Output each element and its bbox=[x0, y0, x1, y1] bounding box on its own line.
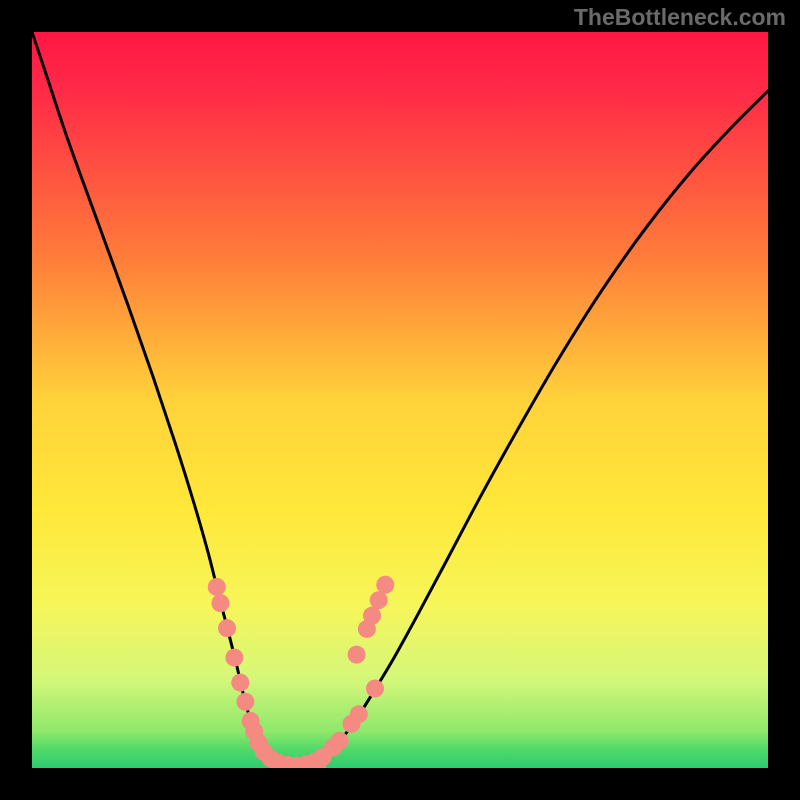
data-marker bbox=[331, 732, 349, 750]
chart-svg bbox=[32, 32, 768, 768]
data-marker bbox=[376, 576, 394, 594]
data-marker bbox=[208, 578, 226, 596]
data-marker bbox=[366, 680, 384, 698]
data-marker bbox=[211, 594, 229, 612]
data-marker bbox=[236, 693, 254, 711]
watermark-text: TheBottleneck.com bbox=[574, 4, 786, 31]
plot-area bbox=[32, 32, 768, 768]
outer-frame: TheBottleneck.com bbox=[0, 0, 800, 800]
data-marker bbox=[370, 591, 388, 609]
data-marker bbox=[231, 674, 249, 692]
data-marker bbox=[218, 619, 236, 637]
data-marker bbox=[348, 646, 366, 664]
data-marker bbox=[350, 705, 368, 723]
chart-background bbox=[32, 32, 768, 768]
data-marker bbox=[225, 649, 243, 667]
data-marker bbox=[363, 607, 381, 625]
